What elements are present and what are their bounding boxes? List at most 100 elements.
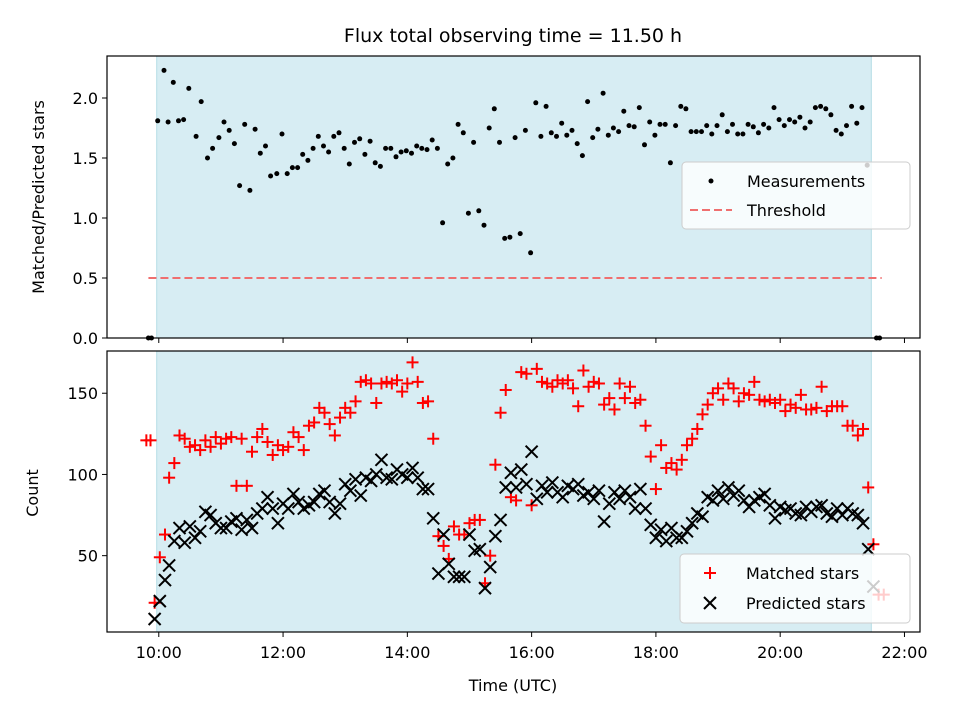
legend-marker-predicted bbox=[703, 596, 717, 610]
measurement-point bbox=[352, 139, 357, 145]
measurement-point bbox=[554, 133, 559, 139]
matched-star-point bbox=[577, 364, 590, 377]
measurement-point bbox=[414, 143, 420, 149]
matched-star-point bbox=[199, 434, 212, 447]
legend-label-matched: Matched stars bbox=[746, 564, 859, 583]
predicted-star-point bbox=[265, 501, 280, 516]
measurement-point bbox=[393, 154, 399, 160]
measurement-point bbox=[434, 145, 440, 151]
matched-star-point bbox=[416, 396, 429, 409]
measurement-point bbox=[336, 130, 342, 136]
predicted-star-point bbox=[410, 470, 425, 485]
matched-star-point bbox=[789, 401, 802, 414]
measurement-point bbox=[626, 123, 632, 129]
measurement-point bbox=[616, 129, 622, 135]
predicted-star-point bbox=[442, 557, 456, 571]
matched-star-point bbox=[437, 539, 450, 552]
measurement-point bbox=[683, 106, 689, 112]
matched-star-point bbox=[240, 479, 253, 492]
matched-star-point bbox=[494, 406, 507, 419]
matched-star-point bbox=[447, 520, 460, 533]
matched-star-point bbox=[592, 377, 605, 390]
measurement-point bbox=[198, 99, 204, 105]
matched-star-point bbox=[567, 382, 580, 395]
predicted-star-point bbox=[255, 501, 270, 516]
measurement-point bbox=[372, 160, 378, 166]
measurement-point bbox=[538, 133, 544, 139]
legend-label-predicted: Predicted stars bbox=[746, 594, 866, 613]
measurement-point bbox=[533, 100, 539, 106]
measurement-point bbox=[673, 123, 679, 129]
x-tick-label: 10:00 bbox=[136, 643, 182, 662]
measurement-point bbox=[176, 118, 181, 124]
measurement-point bbox=[662, 121, 668, 127]
measurement-point bbox=[362, 151, 368, 157]
matched-star-point bbox=[292, 431, 305, 444]
x-tick-label: 14:00 bbox=[384, 643, 430, 662]
matched-star-point bbox=[380, 375, 393, 388]
measurement-point bbox=[559, 120, 565, 126]
measurement-point bbox=[833, 127, 839, 133]
matched-star-point bbox=[183, 440, 196, 453]
measurement-point bbox=[528, 250, 534, 256]
measurement-point bbox=[699, 129, 704, 135]
matched-star-point bbox=[344, 406, 357, 419]
predicted-star-point bbox=[177, 535, 192, 550]
measurement-point bbox=[709, 131, 715, 137]
matched-star-point bbox=[396, 385, 409, 398]
matched-star-point bbox=[680, 439, 693, 452]
measurement-point bbox=[268, 173, 274, 179]
measurement-point bbox=[704, 123, 710, 129]
measurement-point bbox=[569, 127, 575, 133]
predicted-star-point bbox=[716, 492, 730, 506]
measurement-point bbox=[678, 103, 684, 109]
measurement-point bbox=[205, 155, 210, 161]
measurement-point bbox=[383, 145, 389, 151]
count-panel: 50 100 150 10:00 12:00 14:00 16:00 18:00 20:00 2… bbox=[23, 350, 928, 695]
matched-star-point bbox=[613, 377, 626, 390]
matched-star-point bbox=[836, 400, 849, 413]
matched-star-point bbox=[639, 419, 652, 432]
matched-star-point bbox=[308, 416, 321, 429]
matched-star-point bbox=[401, 377, 414, 390]
matched-star-point bbox=[608, 403, 621, 416]
count-legend-box bbox=[679, 553, 911, 624]
measurement-point bbox=[792, 119, 798, 125]
predicted-star-point bbox=[685, 516, 699, 530]
matched-star-point bbox=[484, 549, 497, 562]
matched-star-point bbox=[712, 382, 725, 395]
predicted-star-point bbox=[540, 485, 554, 500]
measurement-point bbox=[802, 125, 808, 131]
measurement-point bbox=[491, 106, 497, 112]
measurement-point bbox=[497, 139, 502, 145]
predicted-star-point bbox=[447, 570, 461, 584]
measurement-point bbox=[755, 130, 761, 136]
predicted-star-point bbox=[473, 542, 487, 556]
measurement-point bbox=[321, 143, 326, 149]
measurement-point bbox=[745, 121, 751, 127]
measurement-point bbox=[210, 145, 216, 151]
predicted-star-point bbox=[530, 492, 544, 506]
measurement-point bbox=[766, 125, 772, 131]
predicted-star-point bbox=[483, 560, 497, 574]
predicted-star-point bbox=[400, 470, 415, 485]
measurement-point bbox=[289, 165, 295, 171]
predicted-star-point bbox=[499, 480, 513, 495]
y-tick-label: 1.5 bbox=[73, 149, 98, 168]
matched-star-point bbox=[561, 374, 574, 387]
y-tick-label: 2.0 bbox=[73, 89, 98, 108]
measurement-point bbox=[476, 208, 482, 214]
predicted-star-point bbox=[416, 482, 430, 496]
predicted-star-point bbox=[369, 467, 383, 482]
measurement-point bbox=[823, 106, 829, 112]
matched-star-point bbox=[349, 395, 362, 408]
measurement-point bbox=[652, 132, 658, 138]
predicted-star-point bbox=[421, 482, 435, 496]
measurement-point bbox=[279, 131, 285, 137]
predicted-star-point bbox=[669, 531, 684, 545]
measurement-point bbox=[455, 121, 461, 127]
predicted-star-point bbox=[147, 612, 162, 626]
predicted-star-point bbox=[354, 488, 368, 503]
x-tick-label: 16:00 bbox=[509, 643, 555, 662]
predicted-star-point bbox=[374, 453, 389, 467]
